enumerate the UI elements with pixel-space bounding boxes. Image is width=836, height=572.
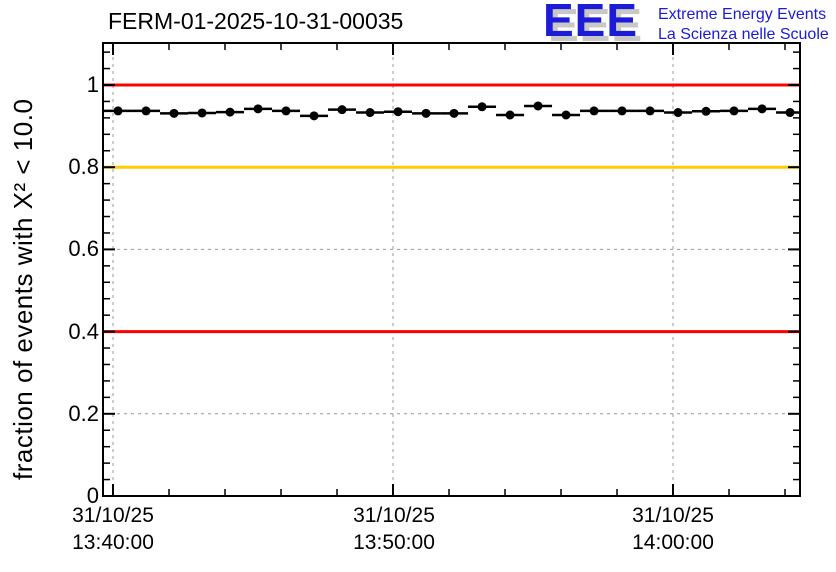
data-point-marker [337,105,347,115]
x-tick-time: 14:00:00 [632,531,714,554]
data-point-marker [449,108,459,118]
data-point-marker [533,101,543,111]
data-point-marker [141,106,151,116]
y-tick-label: 0.2 [68,401,99,426]
data-point-marker [589,106,599,116]
data-point-marker [365,108,375,118]
eee-logo-acronym: EEE [543,0,639,46]
data-point-marker [169,108,179,118]
x-tick-label: 31/10/25 14:00:00 [613,502,733,556]
data-point-marker [617,106,627,116]
data-point-marker [281,106,291,116]
data-point-marker [701,106,711,116]
data-point-marker [673,108,683,118]
x-tick-date: 31/10/25 [353,504,435,527]
y-tick-label: 0.4 [68,319,99,344]
data-point-marker [785,108,795,118]
x-tick-date: 31/10/25 [632,504,714,527]
data-point-marker [393,107,403,117]
x-tick-label: 31/10/25 13:50:00 [334,502,454,556]
data-point-marker [225,107,235,117]
data-point-marker [253,104,263,114]
eee-logo-subtitle-1: Extreme Energy Events [658,6,827,23]
y-tick-label: 0.6 [68,236,99,261]
data-point-marker [561,110,571,120]
data-point-marker [505,110,515,120]
x-tick-label: 31/10/25 13:40:00 [53,502,173,556]
x-tick-time: 13:40:00 [72,531,154,554]
plot-frame [102,42,801,497]
data-point-marker [645,106,655,116]
x-tick-time: 13:50:00 [353,531,435,554]
data-point-marker [757,104,767,114]
data-point-marker [729,106,739,116]
y-tick-label: 1 [86,72,99,97]
y-tick-label: 0.8 [68,154,99,179]
data-point-marker [309,111,319,121]
data-point-marker [421,108,431,118]
data-point-marker [113,106,123,116]
plot-title: FERM-01-2025-10-31-00035 [108,8,404,34]
data-point-marker [197,108,207,118]
y-tick-label: 0 [86,483,99,508]
data-point-marker [477,102,487,112]
x-tick-date: 31/10/25 [72,504,154,527]
eee-logo: EEE Extreme Energy Events La Scienza nel… [543,0,833,52]
eee-logo-subtitle-2: La Scienza nelle Scuole [658,26,829,43]
